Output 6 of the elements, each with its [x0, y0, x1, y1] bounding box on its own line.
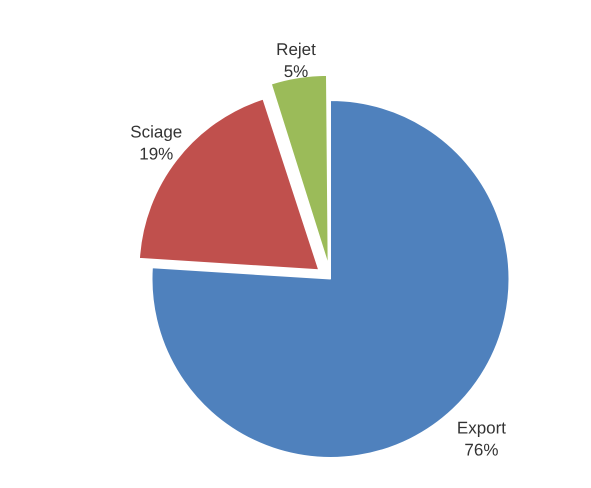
- data-label: 19%: [139, 144, 174, 164]
- slice-label: Rejet: [276, 40, 316, 59]
- data-label: 76%: [464, 440, 498, 460]
- data-label: 5%: [284, 62, 308, 81]
- slice-label: Sciage: [130, 122, 182, 142]
- slice-label: Export: [456, 418, 506, 438]
